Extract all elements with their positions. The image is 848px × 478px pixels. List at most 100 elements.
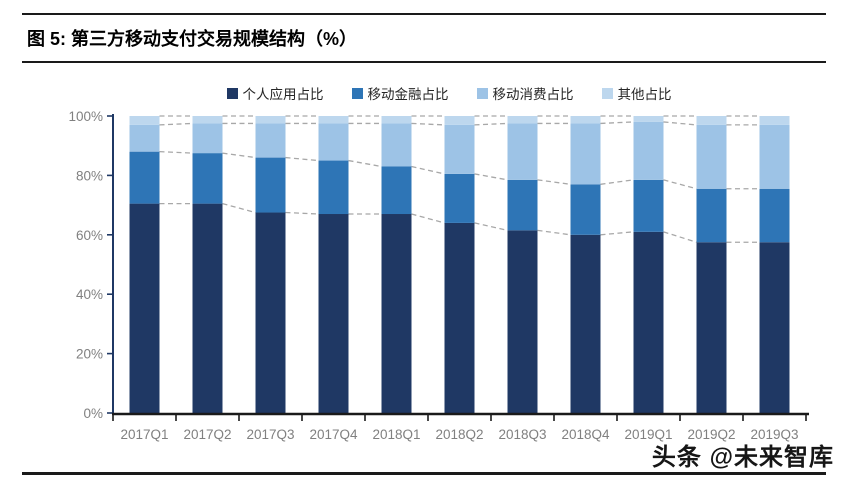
bar-segment-2018Q4-s2 [570, 123, 601, 185]
connector-line [348, 159, 382, 168]
bar-segment-2017Q3-s0 [255, 212, 286, 413]
connector-line [600, 231, 634, 236]
legend-item: 移动消费占比 [476, 83, 574, 103]
bar-segment-2017Q3-s1 [255, 157, 286, 213]
legend-swatch [226, 87, 238, 99]
connector-line [411, 122, 445, 126]
connector-line [537, 179, 571, 185]
y-axis-label: 100% [68, 109, 103, 124]
bar-segment-2019Q1-s2 [633, 121, 664, 180]
bar-segment-2018Q4-s3 [570, 116, 601, 124]
title-divider [22, 61, 826, 63]
y-axis-label: 20% [76, 347, 103, 362]
bar-segment-2018Q3-s2 [507, 123, 538, 180]
connector-line [474, 173, 508, 181]
bar-segment-2018Q1-s0 [381, 214, 412, 413]
x-axis-label: 2017Q1 [120, 427, 168, 442]
x-axis-label: 2017Q3 [246, 427, 294, 442]
bar-segment-2018Q2-s1 [444, 173, 475, 223]
legend-item: 个人应用占比 [226, 83, 324, 103]
bar-segment-2017Q4-s1 [318, 160, 349, 215]
bar-segment-2019Q3-s2 [759, 124, 790, 189]
bar-segment-2018Q1-s1 [381, 166, 412, 215]
watermark: 头条 @未来智库 [651, 444, 834, 471]
connector-line [663, 179, 697, 190]
x-axis-label: 2018Q4 [561, 427, 610, 442]
bar-segment-2017Q2-s0 [192, 203, 223, 413]
bar-segment-2017Q1-s1 [129, 151, 160, 204]
bar-segment-2018Q2-s0 [444, 222, 475, 413]
bar-segment-2018Q3-s1 [507, 179, 538, 231]
x-axis-label: 2019Q1 [624, 427, 672, 442]
legend-label: 其他占比 [617, 87, 672, 102]
x-axis-label: 2018Q1 [372, 427, 420, 442]
bar-segment-2017Q4-s2 [318, 123, 349, 161]
bar-segment-2017Q1-s2 [129, 124, 160, 152]
connector-line [285, 211, 319, 215]
y-axis-label: 0% [83, 406, 103, 421]
chart-legend: 个人应用占比 移动金融占比 移动消费占比 其他占比 [60, 83, 838, 103]
bar-segment-2019Q1-s0 [633, 231, 664, 413]
y-axis-label: 40% [76, 287, 103, 302]
bar-segment-2019Q3-s0 [759, 242, 790, 413]
y-axis-label: 60% [76, 228, 103, 243]
connector-line [411, 213, 445, 224]
connector-line [159, 150, 193, 154]
bar-segment-2018Q2-s3 [444, 116, 475, 125]
connector-line [600, 121, 634, 125]
bar-segment-2017Q2-s2 [192, 123, 223, 154]
bar-segment-2017Q2-s3 [192, 116, 223, 124]
connector-line [600, 179, 634, 185]
bar-segment-2019Q2-s1 [696, 188, 727, 243]
bar-segment-2019Q3-s1 [759, 188, 790, 243]
bar-segment-2018Q1-s3 [381, 116, 412, 124]
bar-segment-2018Q3-s0 [507, 230, 538, 413]
bar-segment-2018Q4-s1 [570, 184, 601, 235]
bar-segment-2019Q2-s3 [696, 116, 727, 125]
connector-line [222, 152, 256, 159]
x-axis-label: 2019Q3 [750, 427, 798, 442]
bar-segment-2017Q1-s0 [129, 203, 160, 413]
top-divider [22, 13, 826, 15]
bar-segment-2018Q1-s2 [381, 123, 412, 167]
x-axis-label: 2018Q3 [498, 427, 546, 442]
x-axis-label: 2017Q4 [309, 427, 358, 442]
bar-segment-2019Q2-s0 [696, 242, 727, 413]
legend-label: 移动金融占比 [367, 87, 449, 102]
connector-line [474, 222, 508, 231]
bar-segment-2018Q3-s3 [507, 116, 538, 124]
connector-line [285, 156, 319, 162]
connector-line [222, 202, 256, 214]
bar-segment-2017Q4-s0 [318, 214, 349, 413]
bar-segment-2017Q2-s1 [192, 153, 223, 204]
bottom-divider [22, 472, 826, 475]
legend-swatch [351, 87, 363, 99]
bar-segment-2018Q2-s2 [444, 124, 475, 174]
x-axis-label: 2018Q2 [435, 427, 483, 442]
bar-segment-2018Q4-s0 [570, 234, 601, 413]
x-axis-label: 2017Q2 [183, 427, 231, 442]
connector-line [663, 121, 697, 126]
legend-item: 移动金融占比 [351, 83, 449, 103]
bar-segment-2019Q3-s3 [759, 116, 790, 125]
stacked-bar-chart: 0% 20% 40% 60% 80% 100% 2017Q1 2017Q2 2017Q3 2017… [68, 109, 809, 442]
bar-segment-2017Q4-s3 [318, 116, 349, 124]
connector-line [159, 122, 193, 126]
bar-segment-2017Q3-s3 [255, 116, 286, 124]
bar-segment-2019Q1-s1 [633, 179, 664, 232]
legend-swatch [601, 87, 613, 99]
y-axis-label: 80% [76, 168, 103, 183]
legend-swatch [476, 87, 488, 99]
x-axis-label: 2019Q2 [687, 427, 735, 442]
legend-label: 个人应用占比 [242, 87, 324, 102]
figure-title: 图 5: 第三方移动支付交易规模结构（%） [27, 29, 358, 49]
bar-segment-2017Q1-s3 [129, 116, 160, 125]
bar-segment-2019Q2-s2 [696, 124, 727, 189]
connector-line [411, 165, 445, 175]
bar-segment-2017Q3-s2 [255, 123, 286, 158]
legend-label: 移动消费占比 [492, 87, 574, 102]
connector-line [663, 231, 697, 243]
legend-item: 其他占比 [601, 83, 672, 103]
bar-segment-2019Q1-s3 [633, 116, 664, 122]
